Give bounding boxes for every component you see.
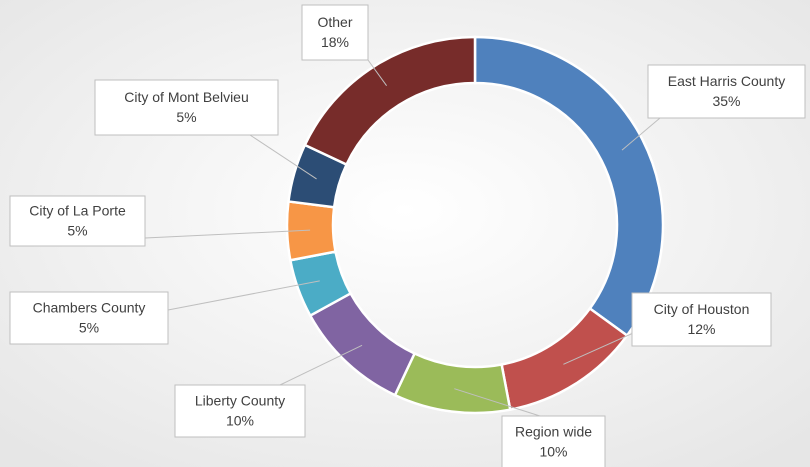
- leader-line: [454, 388, 541, 417]
- donut-segment: [473, 35, 665, 338]
- category-label: East Harris County: [668, 73, 785, 89]
- leader-line: [279, 344, 363, 386]
- category-label: Region wide: [515, 424, 592, 440]
- value-label: 5%: [67, 223, 87, 239]
- label-box: [9, 195, 146, 247]
- value-label: 18%: [321, 34, 349, 50]
- label-box: [647, 64, 806, 119]
- label-box: [174, 384, 306, 438]
- leader-line: [621, 117, 661, 151]
- label-box: [501, 415, 606, 467]
- label-box: [94, 79, 279, 136]
- value-label: 12%: [687, 321, 715, 337]
- leader-line: [367, 59, 387, 86]
- value-label: 10%: [226, 413, 254, 429]
- label-box: [631, 292, 772, 347]
- value-label: 10%: [539, 444, 567, 460]
- category-label: City of La Porte: [29, 203, 126, 219]
- donut-segment: [303, 35, 477, 167]
- value-label: 5%: [79, 320, 99, 336]
- label-box: [9, 291, 169, 345]
- leader-line: [167, 280, 320, 311]
- category-label: Other: [317, 14, 352, 30]
- category-label: City of Houston: [654, 301, 750, 317]
- leader-line: [249, 134, 317, 180]
- leader-line: [144, 229, 311, 239]
- leader-line: [563, 329, 641, 365]
- category-label: City of Mont Belvieu: [124, 89, 249, 105]
- category-label: Liberty County: [195, 393, 285, 409]
- label-box: [301, 4, 369, 61]
- value-label: 35%: [712, 93, 740, 109]
- value-label: 5%: [176, 109, 196, 125]
- category-label: Chambers County: [33, 300, 146, 316]
